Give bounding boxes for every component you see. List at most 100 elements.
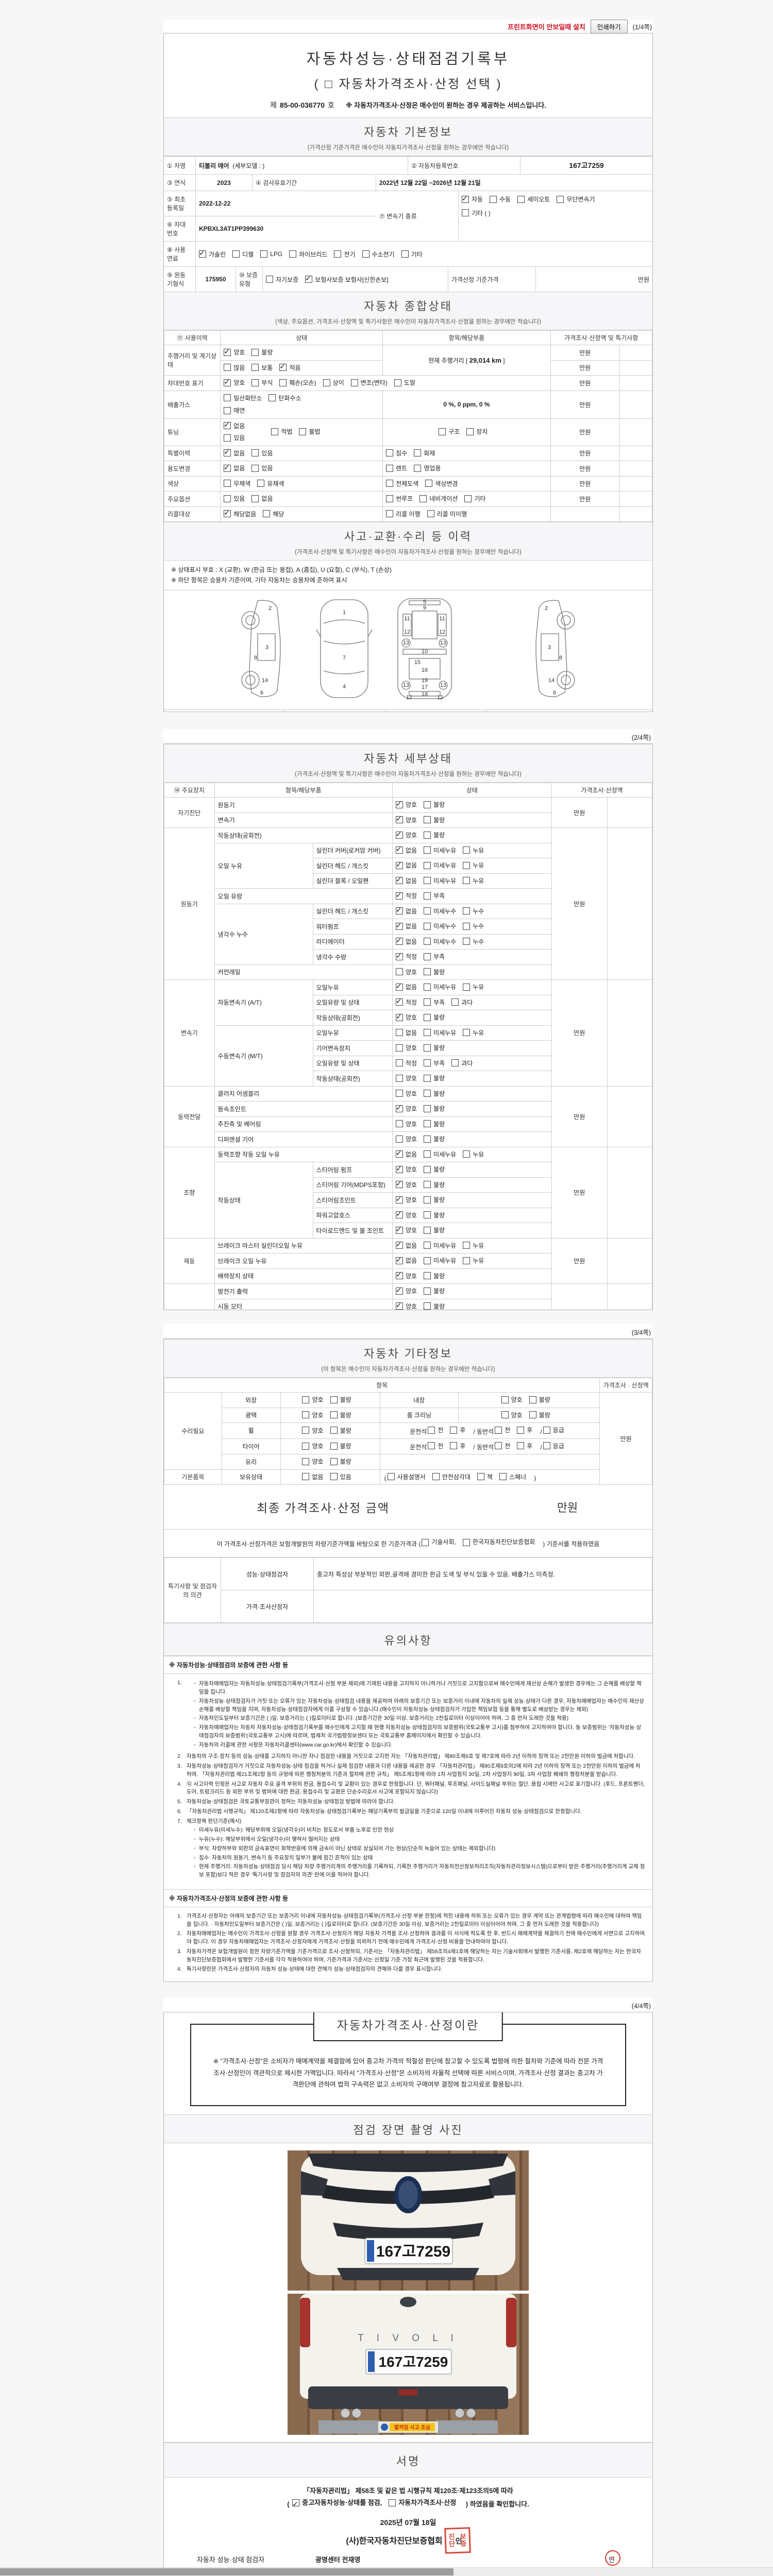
checkbox-option[interactable]: 미세누유 bbox=[424, 846, 456, 855]
checkbox-option[interactable]: 후 bbox=[517, 1426, 532, 1434]
checkbox-option[interactable]: 불량 bbox=[330, 1395, 351, 1404]
checkbox-option[interactable]: 과다 bbox=[451, 998, 473, 1007]
checkbox-option[interactable]: 불량 bbox=[424, 1226, 445, 1234]
checkbox-option[interactable]: 하이브리드 bbox=[289, 250, 327, 259]
checkbox-option[interactable]: 누유 bbox=[463, 1150, 484, 1159]
checkbox-option[interactable]: 기타 ( ) bbox=[462, 209, 491, 217]
checkbox-option[interactable]: LPG bbox=[260, 250, 282, 258]
checkbox-option[interactable]: 누유 bbox=[463, 876, 484, 885]
checkbox-option[interactable]: 양호 bbox=[396, 1089, 417, 1098]
checkbox-option[interactable]: 일산화탄소 bbox=[224, 394, 262, 402]
checkbox-option[interactable]: 누유 bbox=[463, 982, 484, 991]
checkbox-option[interactable]: 미세누수 bbox=[424, 922, 456, 930]
checkbox-option[interactable]: 불량 bbox=[424, 1013, 445, 1022]
checkbox-option[interactable]: 양호 bbox=[302, 1442, 324, 1450]
checkbox-option[interactable]: 불량 bbox=[330, 1426, 351, 1435]
checkbox-option[interactable]: 누유 bbox=[463, 1256, 484, 1265]
checkbox-option[interactable]: 불량 bbox=[424, 1286, 445, 1295]
checkbox-option[interactable]: 많음 bbox=[224, 363, 245, 372]
checkbox-option[interactable]: 양호 bbox=[396, 1012, 417, 1022]
checkbox-option[interactable]: 도말 bbox=[394, 378, 415, 387]
checkbox-option[interactable]: 없음 bbox=[396, 1256, 417, 1265]
checkbox-option[interactable]: 매연 bbox=[224, 406, 245, 415]
checkbox-option[interactable]: 부족 bbox=[424, 891, 445, 900]
checkbox-option[interactable]: 없음 bbox=[396, 1028, 417, 1037]
print-button[interactable]: 인쇄하기 bbox=[590, 19, 628, 33]
checkbox-option[interactable]: 부족 bbox=[424, 1059, 445, 1067]
checkbox-option[interactable]: 보통 bbox=[251, 363, 273, 372]
checkbox-option[interactable]: 없음 bbox=[396, 1149, 417, 1159]
checkbox-option[interactable]: 구조 bbox=[439, 427, 460, 436]
checkbox-option[interactable]: 양호 bbox=[302, 1426, 324, 1435]
checkbox-option[interactable]: 양호 bbox=[396, 1301, 417, 1310]
checkbox-option[interactable]: 수동 bbox=[490, 195, 511, 204]
checkbox-option[interactable]: 침수 bbox=[386, 449, 407, 457]
checkbox-option[interactable]: 누유 bbox=[463, 861, 484, 870]
checkbox-option[interactable]: 적음 bbox=[279, 362, 300, 372]
checkbox-option[interactable]: 불량 bbox=[529, 1411, 550, 1419]
checkbox-option[interactable]: 영업용 bbox=[414, 464, 441, 472]
checkbox-option[interactable]: 양호 bbox=[396, 1104, 417, 1113]
checkbox-option[interactable]: 화재 bbox=[414, 449, 435, 457]
checkbox-option[interactable]: 상이 bbox=[323, 378, 344, 387]
checkbox-option[interactable]: 리콜 미이행 bbox=[427, 510, 467, 518]
checkbox-option[interactable]: 장치 bbox=[466, 427, 488, 436]
checkbox-option[interactable]: 유채색 bbox=[257, 479, 284, 488]
checkbox-option[interactable]: 양호 bbox=[396, 1225, 417, 1234]
checkbox-option[interactable]: 미세누수 bbox=[424, 937, 456, 946]
checkbox-option[interactable]: 전체도색 bbox=[386, 479, 418, 488]
checkbox-option[interactable]: 불량 bbox=[424, 1195, 445, 1204]
checkbox-option[interactable]: 불량 bbox=[424, 1134, 445, 1143]
checkbox-option[interactable]: 양호 bbox=[396, 1286, 417, 1295]
checkbox-option[interactable]: 한국자동차진단보증협회 bbox=[462, 1537, 535, 1548]
checkbox-option[interactable]: 응급 bbox=[543, 1426, 564, 1434]
checkbox-option[interactable]: 없음 bbox=[396, 906, 417, 916]
checkbox-option[interactable]: 불량 bbox=[251, 348, 273, 357]
checkbox-option[interactable]: 양호 bbox=[396, 1195, 417, 1204]
checkbox-option[interactable]: 불량 bbox=[529, 1395, 550, 1404]
checkbox-option[interactable]: 해당 bbox=[263, 510, 284, 518]
checkbox-option[interactable]: 불량 bbox=[424, 1302, 445, 1310]
checkbox-option[interactable]: 양호 bbox=[396, 830, 417, 839]
checkbox-option[interactable]: 미세누유 bbox=[424, 1256, 456, 1265]
checkbox-option[interactable]: 누수 bbox=[463, 937, 484, 946]
checkbox-option[interactable]: 자기보증 bbox=[266, 275, 298, 284]
checkbox-option[interactable]: 없음 bbox=[302, 1472, 324, 1481]
checkbox-option[interactable]: 부족 bbox=[424, 998, 445, 1007]
checkbox-option[interactable]: 적정 bbox=[396, 891, 417, 900]
checkbox-option[interactable]: 없음 bbox=[396, 860, 417, 870]
checkbox-option[interactable]: 없음 bbox=[396, 936, 417, 946]
checkbox-option[interactable]: 기타 bbox=[401, 250, 423, 259]
checkbox-option[interactable]: 불량 bbox=[424, 1272, 445, 1280]
checkbox-option[interactable]: 훼손(오손) bbox=[279, 378, 316, 387]
checkbox-option[interactable]: 전 bbox=[495, 1442, 510, 1450]
checkbox-option[interactable]: 무단변속기 bbox=[557, 195, 595, 204]
checkbox-option[interactable]: 불량 bbox=[330, 1442, 351, 1450]
checkbox-option[interactable]: 사용설명서 bbox=[387, 1472, 426, 1481]
checkbox-option[interactable]: 불량 bbox=[424, 1211, 445, 1219]
checkbox-option[interactable]: 불량 bbox=[424, 1120, 445, 1128]
checkbox-option[interactable]: 잭 bbox=[477, 1472, 493, 1481]
checkbox-option[interactable]: 중고자동차성능·상태를 점검, bbox=[292, 2497, 382, 2511]
checkbox-option[interactable]: 전 bbox=[428, 1426, 443, 1434]
checkbox-option[interactable]: 자동 bbox=[462, 194, 483, 204]
checkbox-option[interactable]: 안전삼각대 bbox=[432, 1472, 470, 1481]
checkbox-option[interactable]: 있음 bbox=[251, 449, 273, 457]
checkbox-option[interactable]: 양호 bbox=[396, 1134, 417, 1143]
checkbox-option[interactable]: 전 bbox=[495, 1426, 510, 1434]
checkbox-option[interactable]: 불량 bbox=[424, 1089, 445, 1098]
checkbox-option[interactable]: 불량 bbox=[424, 1074, 445, 1082]
checkbox-option[interactable]: 기술사회, bbox=[422, 1537, 456, 1548]
checkbox-option[interactable]: 양호 bbox=[224, 378, 245, 387]
checkbox-option[interactable]: 적정 bbox=[396, 997, 417, 1007]
checkbox-option[interactable]: 양호 bbox=[302, 1395, 324, 1404]
checkbox-option[interactable]: 없음 bbox=[396, 982, 417, 991]
checkbox-option[interactable]: 미세누유 bbox=[424, 1150, 456, 1159]
checkbox-option[interactable]: 불량 bbox=[424, 1180, 445, 1189]
scrollbar-thumb[interactable] bbox=[0, 2568, 453, 2575]
checkbox-option[interactable]: 후 bbox=[450, 1442, 465, 1450]
checkbox-option[interactable]: 양호 bbox=[396, 1120, 417, 1128]
checkbox-option[interactable]: 없음 bbox=[396, 845, 417, 855]
checkbox-option[interactable]: 후 bbox=[517, 1442, 532, 1450]
checkbox-option[interactable]: 있음 bbox=[224, 494, 245, 503]
